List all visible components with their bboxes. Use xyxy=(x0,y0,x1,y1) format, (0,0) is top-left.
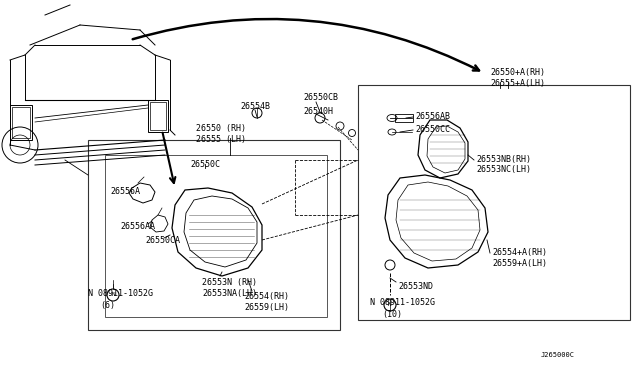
Bar xyxy=(105,155,327,317)
Text: 26553NB(RH): 26553NB(RH) xyxy=(476,155,531,164)
Text: 26550CC: 26550CC xyxy=(415,125,450,134)
Bar xyxy=(150,102,166,130)
Text: 26553N (RH): 26553N (RH) xyxy=(202,278,257,287)
Circle shape xyxy=(315,113,325,123)
Text: 26554+A(RH): 26554+A(RH) xyxy=(492,248,547,257)
Bar xyxy=(395,114,413,122)
Circle shape xyxy=(107,289,119,301)
Circle shape xyxy=(385,260,395,270)
Circle shape xyxy=(384,299,396,311)
Text: 26550+A(RH): 26550+A(RH) xyxy=(490,68,545,77)
Circle shape xyxy=(349,129,355,137)
Text: (6): (6) xyxy=(100,301,115,310)
Circle shape xyxy=(336,122,344,130)
Text: 26553NA(LH): 26553NA(LH) xyxy=(202,289,257,298)
Text: 26553NC(LH): 26553NC(LH) xyxy=(476,165,531,174)
Bar xyxy=(88,140,340,330)
Text: 26540H: 26540H xyxy=(303,107,333,116)
Text: 26553ND: 26553ND xyxy=(398,282,433,291)
Text: 26550 (RH): 26550 (RH) xyxy=(196,124,246,133)
Text: 26554B: 26554B xyxy=(240,102,270,111)
Bar xyxy=(10,105,32,140)
Text: 26550CA: 26550CA xyxy=(145,236,180,245)
Text: J265000C: J265000C xyxy=(541,352,575,358)
Text: N 08911-1052G: N 08911-1052G xyxy=(370,298,435,307)
Bar xyxy=(358,85,630,320)
Text: 26550C: 26550C xyxy=(190,160,220,169)
Text: 26550CB: 26550CB xyxy=(303,93,338,102)
Text: 26555 (LH): 26555 (LH) xyxy=(196,135,246,144)
Text: 26556AA: 26556AA xyxy=(120,222,155,231)
Circle shape xyxy=(252,108,262,118)
Text: 26554(RH): 26554(RH) xyxy=(244,292,289,301)
Text: 26555+A(LH): 26555+A(LH) xyxy=(490,79,545,88)
Text: 26559(LH): 26559(LH) xyxy=(244,303,289,312)
Text: 26559+A(LH): 26559+A(LH) xyxy=(492,259,547,268)
Text: 26556A: 26556A xyxy=(110,187,140,196)
Text: N 08911-1052G: N 08911-1052G xyxy=(88,289,153,298)
Bar xyxy=(12,107,30,138)
Text: (10): (10) xyxy=(382,310,402,319)
Text: N: N xyxy=(388,302,392,308)
Bar xyxy=(148,100,168,132)
Text: 26556AB: 26556AB xyxy=(415,112,450,121)
Text: N: N xyxy=(111,292,115,298)
